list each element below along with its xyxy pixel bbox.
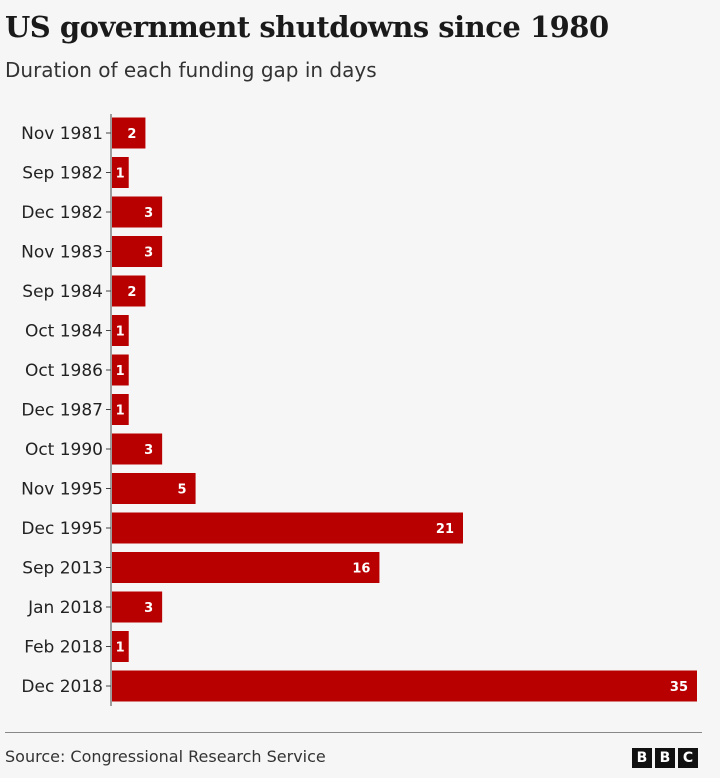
data-label: 3 [144,443,153,458]
data-label: 35 [670,680,688,695]
logo-letter: B [632,748,652,768]
y-tick-label: Dec 1982 [21,203,103,223]
data-label: 1 [116,364,125,379]
bar [112,157,129,188]
bar [112,117,146,149]
bar [112,236,163,267]
bar [112,670,697,702]
y-tick-label: Nov 1981 [21,124,103,144]
y-tick-label: Sep 2013 [22,559,103,579]
chart-subtitle: Duration of each funding gap in days [5,58,377,82]
y-tick-label: Feb 2018 [24,638,103,658]
y-tick-label: Sep 1982 [22,164,103,184]
bar [112,552,380,583]
y-tick-label: Dec 2018 [21,677,103,697]
chart-title: US government shutdowns since 1980 [5,10,609,44]
logo-letter: B [655,748,675,768]
bar [112,433,163,465]
source-note: Source: Congressional Research Service [5,747,326,766]
data-label: 1 [116,404,125,419]
bbc-logo: B B C [632,748,698,768]
bar [112,275,146,307]
y-tick-label: Dec 1995 [21,519,103,539]
y-tick-label: Nov 1983 [21,243,103,263]
logo-letter: C [678,748,698,768]
bar [112,315,129,346]
data-label: 21 [436,522,454,537]
bar [112,631,129,662]
bar [112,473,196,504]
bar [112,394,129,425]
data-label: 1 [116,641,125,656]
data-label: 2 [127,285,136,300]
y-tick-label: Sep 1984 [22,282,103,302]
bar [112,196,163,228]
y-tick-label: Oct 1984 [25,322,103,342]
y-tick-label: Dec 1987 [21,401,103,421]
data-label: 3 [144,246,153,261]
bar [112,354,129,386]
bar [112,591,163,623]
bar-chart: Nov 1981 2 Sep 1982 1 Dec 1982 3 Nov 1983 3 Sep … [21,114,697,706]
data-label: 2 [127,127,136,142]
data-label: 3 [144,206,153,221]
data-label: 16 [352,562,370,577]
y-tick-label: Oct 1986 [25,361,103,381]
divider [5,732,702,733]
bar [112,512,463,544]
data-label: 1 [116,325,125,340]
y-tick-label: Oct 1990 [25,440,103,460]
y-tick-label: Nov 1995 [21,480,103,500]
data-label: 1 [116,167,125,182]
data-label: 5 [178,483,187,498]
y-tick-label: Jan 2018 [27,598,103,618]
data-label: 3 [144,601,153,616]
